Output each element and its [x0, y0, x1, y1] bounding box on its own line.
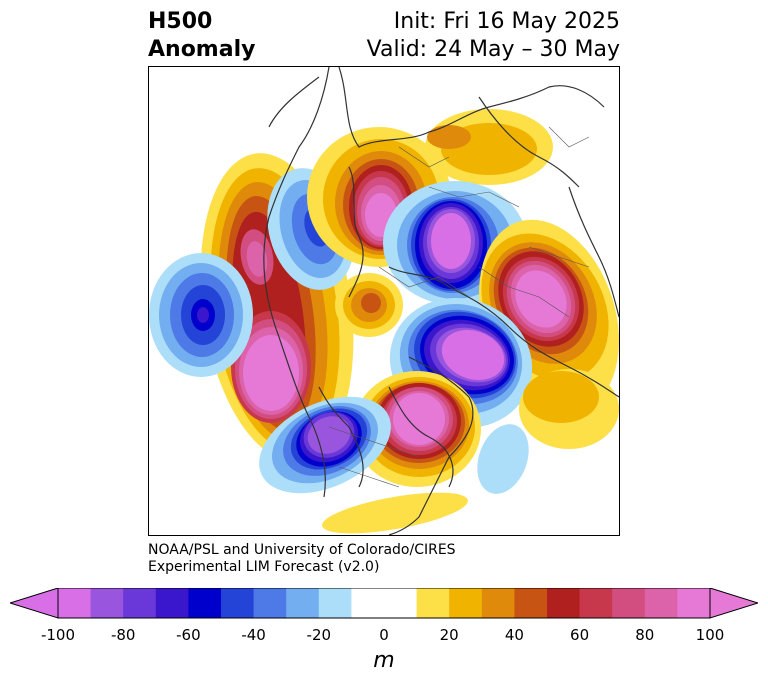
- colorbar-cell: [90, 588, 124, 618]
- colorbar-cells: [58, 588, 711, 618]
- colorbar-cell: [677, 588, 711, 618]
- anomaly-greenland-high: [335, 273, 403, 337]
- colorbar-tick-label: 0: [379, 626, 389, 644]
- valid-period: Valid: 24 May – 30 May: [366, 37, 620, 62]
- colorbar-tick-label: -40: [241, 626, 266, 644]
- colorbar-cell: [221, 588, 255, 618]
- anomaly-arctic-high-band: [425, 109, 553, 185]
- colorbar-tick-label: -60: [176, 626, 201, 644]
- colorbar-cell: [514, 588, 548, 618]
- colorbar-under-arrow: [10, 588, 59, 619]
- colorbar: [10, 588, 758, 619]
- colorbar-tick-label: 60: [570, 626, 590, 644]
- colorbar-cell: [547, 588, 581, 618]
- colorbar-cell: [449, 588, 483, 618]
- colorbar-cell: [318, 588, 352, 618]
- colorbar-outline: [57, 588, 711, 619]
- colorbar-tick-label: -80: [110, 626, 136, 644]
- colorbar-cell: [416, 588, 450, 618]
- anomaly-central-pacific-low: [149, 253, 253, 377]
- credit-line-1: NOAA/PSL and University of Colorado/CIRE…: [148, 542, 456, 558]
- colorbar-tick-label: -20: [306, 626, 332, 644]
- colorbar-cell: [155, 588, 189, 618]
- anomaly-atlantic-high-tail: [519, 369, 619, 449]
- anomaly-southwest-us-low: [259, 396, 391, 494]
- colorbar-cell: [253, 588, 287, 618]
- anomaly-map: [149, 67, 619, 535]
- credit-line-2: Experimental LIM Forecast (v2.0): [148, 559, 380, 575]
- anomaly-north-atlantic-low: [389, 298, 533, 428]
- map-frame: [148, 66, 620, 536]
- colorbar-tick-label: 100: [695, 626, 725, 644]
- colorbar-cell: [644, 588, 678, 618]
- title-left: H500 Anomaly: [148, 8, 255, 64]
- colorbar-cell: [188, 588, 222, 618]
- colorbar-cell: [123, 588, 157, 618]
- colorbar-cell: [481, 588, 515, 618]
- colorbar-tick-label: 80: [635, 626, 655, 644]
- title-field: H500: [148, 9, 213, 34]
- coastlines: [263, 67, 619, 535]
- colorbar-tick-label: 40: [504, 626, 524, 644]
- colorbar-tick-label: -100: [40, 626, 76, 644]
- colorbar-over-arrow: [709, 588, 758, 619]
- colorbar-tick-label: 20: [439, 626, 459, 644]
- colorbar-cell: [286, 588, 320, 618]
- credit-text: NOAA/PSL and University of Colorado/CIRE…: [148, 542, 456, 576]
- title-field-type: Anomaly: [148, 37, 256, 62]
- political-borders: [328, 126, 590, 488]
- colorbar-cell: [384, 588, 418, 618]
- colorbar-cell: [351, 588, 385, 618]
- colorbar-cell: [612, 588, 646, 618]
- init-date: Init: Fri 16 May 2025: [393, 9, 620, 34]
- anomaly-southern-band: [322, 424, 529, 534]
- colorbar-cell: [579, 588, 613, 618]
- colorbar-unit-label: m: [373, 648, 395, 673]
- colorbar-cell: [58, 588, 92, 618]
- title-right: Init: Fri 16 May 2025 Valid: 24 May – 30…: [367, 8, 620, 64]
